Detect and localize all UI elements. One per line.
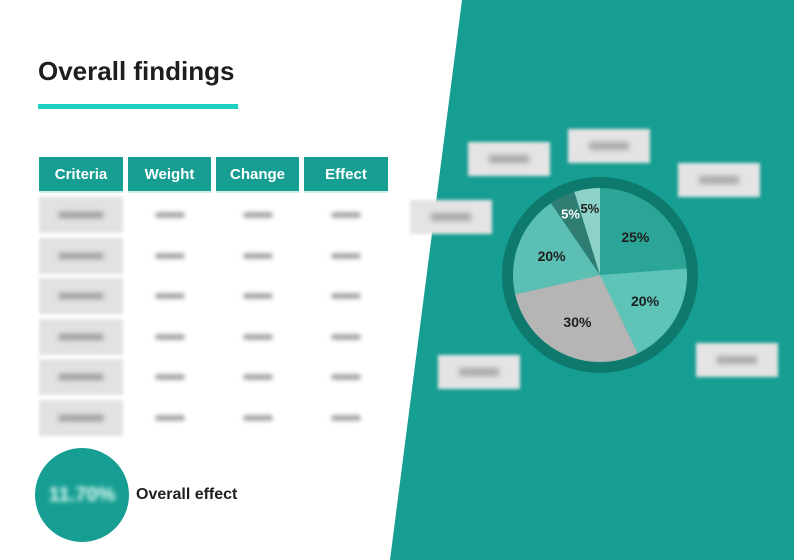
table-cell-blurred: [304, 197, 388, 233]
table-cell-blurred: [128, 400, 211, 436]
pie-slice: [515, 275, 638, 362]
table-cell-blurred: [128, 197, 211, 233]
table-cell-blurred: [39, 399, 123, 436]
pie-slice: [513, 203, 600, 295]
pie-slice-label: 20%: [631, 293, 660, 309]
overall-effect-value: 11.70%: [48, 483, 116, 506]
pie-slice-label: 5%: [561, 207, 580, 222]
pie-slice: [574, 188, 600, 275]
pie-slice: [600, 187, 687, 275]
table-cell-blurred: [128, 238, 211, 274]
title-underline: [38, 104, 238, 109]
pie-callout-label: [468, 142, 550, 176]
pie-callout-label: [568, 129, 650, 163]
table-cell-blurred: [39, 278, 123, 314]
page-title: Overall findings: [38, 56, 235, 86]
table-cell-blurred: [304, 359, 388, 395]
table-cell-blurred: [304, 400, 388, 436]
table-header-effect: Effect: [304, 157, 388, 193]
table-cell-blurred: [128, 278, 211, 314]
pie-slice: [550, 191, 600, 275]
table-cell-blurred: [128, 359, 211, 395]
table-cell-blurred: [216, 238, 299, 274]
table-cell-blurred: [128, 319, 211, 355]
pie-callout-label: [678, 163, 760, 197]
pie-slice-label: 5%: [580, 201, 599, 216]
pie-slice-label: 30%: [563, 314, 592, 330]
table-cell-blurred: [39, 197, 123, 233]
table-header-weight: Weight: [128, 157, 211, 193]
overall-effect-label: Overall effect: [136, 486, 238, 503]
table-cell-blurred: [216, 319, 299, 355]
table-cell-blurred: [216, 197, 299, 233]
pie-callout-label: [410, 200, 492, 234]
table-cell-blurred: [304, 278, 388, 314]
pie-slice-label: 25%: [621, 229, 650, 245]
table-cell-blurred: [39, 318, 123, 355]
table-cell-blurred: [39, 237, 123, 274]
pie-slice: [600, 268, 687, 354]
pie-outer-ring: [502, 177, 698, 373]
pie-callout-label: [696, 343, 778, 377]
table-header-criteria: Criteria: [39, 157, 123, 193]
table-header-change: Change: [216, 157, 299, 193]
overall-effect-circle: 11.70%: [35, 448, 129, 542]
table-cell-blurred: [216, 359, 299, 395]
pie-slice-label: 20%: [538, 248, 567, 264]
table-cell-blurred: [39, 359, 123, 395]
table-cell-blurred: [304, 238, 388, 274]
table-cell-blurred: [216, 278, 299, 314]
table-cell-blurred: [304, 319, 388, 355]
pie-callout-label: [438, 355, 520, 389]
table-cell-blurred: [216, 400, 299, 436]
